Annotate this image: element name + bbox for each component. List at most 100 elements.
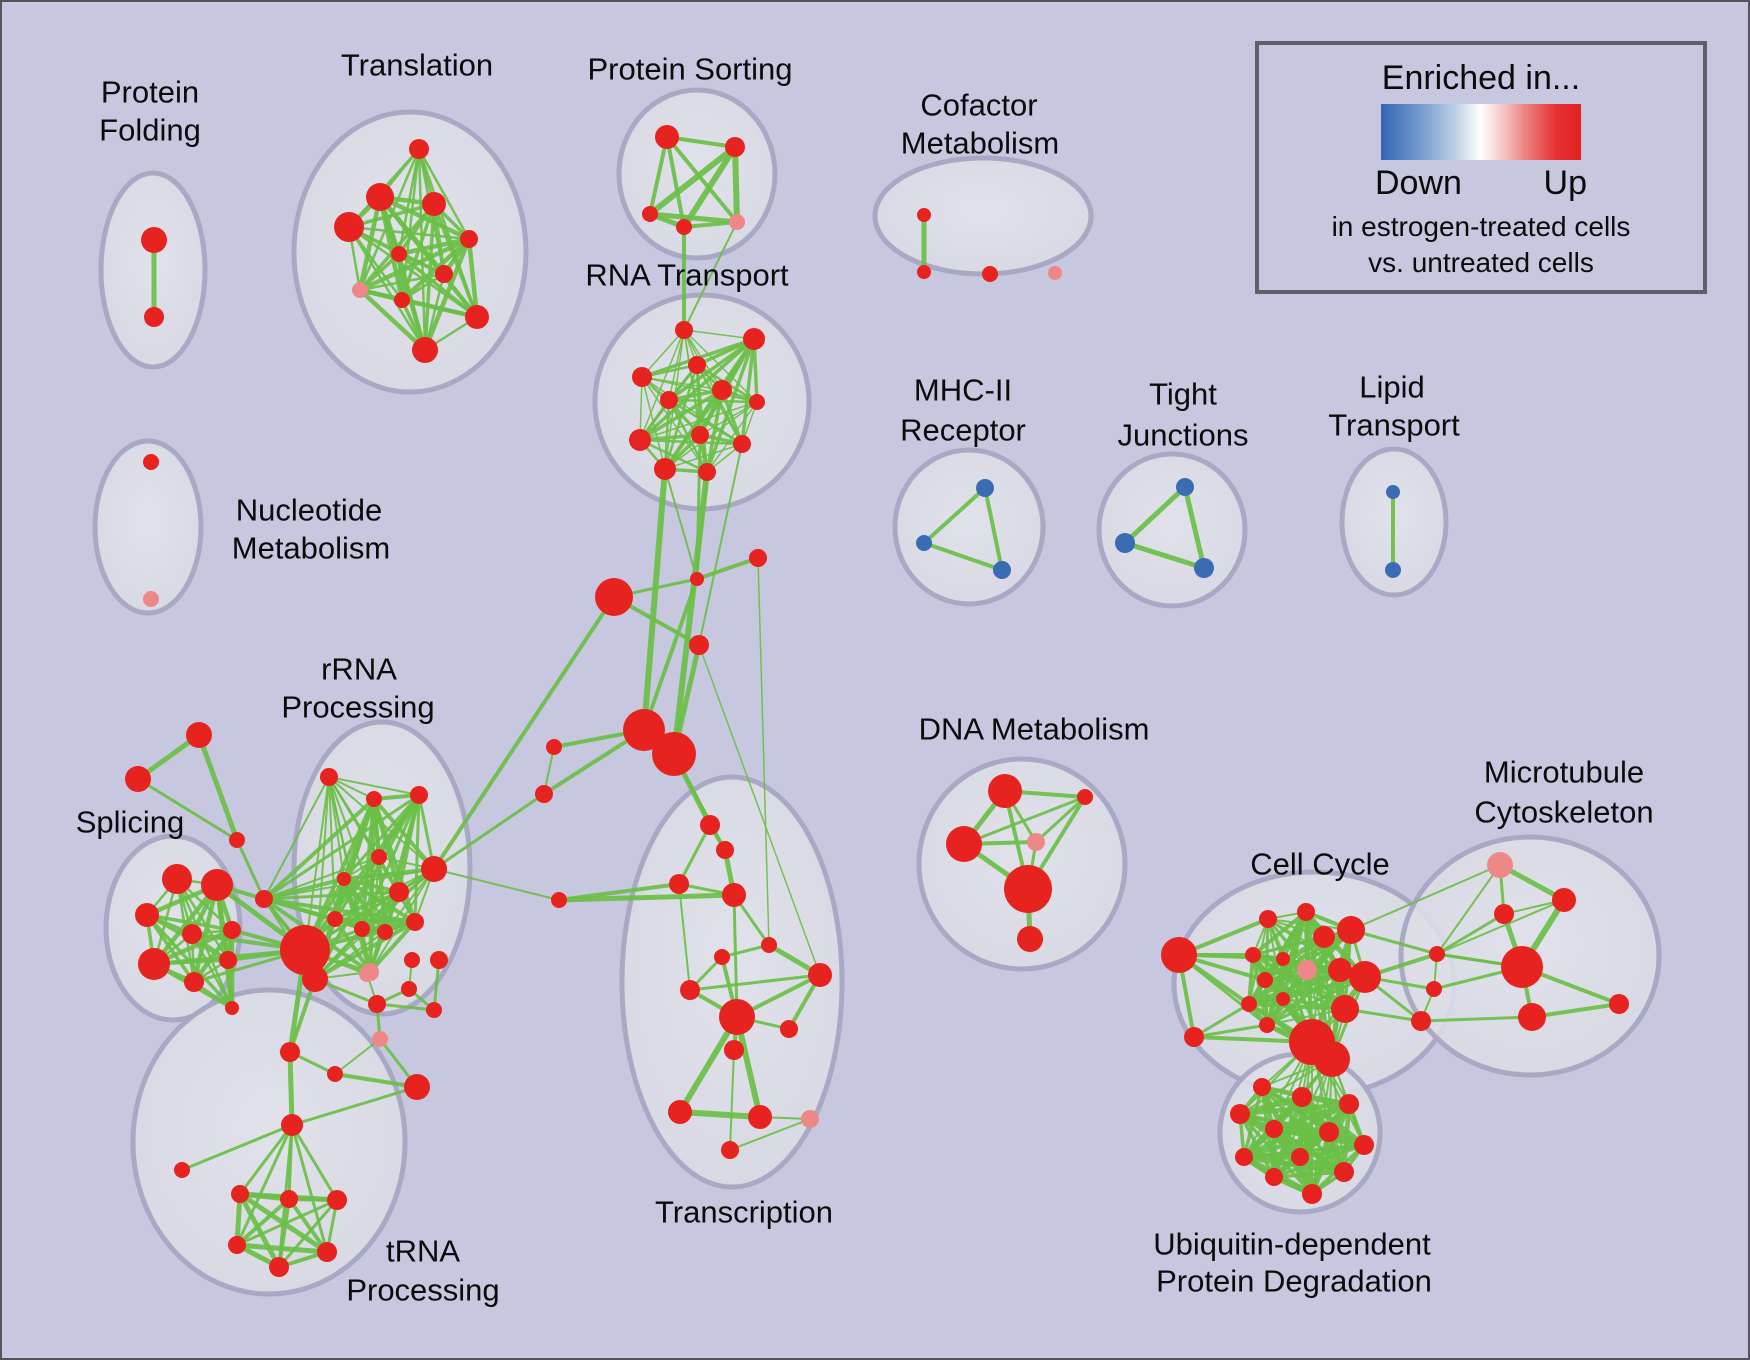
node-cellcycle[interactable] bbox=[1259, 1017, 1275, 1033]
node-ubiquitin[interactable] bbox=[1292, 1087, 1312, 1107]
node-transcription[interactable] bbox=[680, 980, 700, 1000]
node-trna_hex[interactable] bbox=[327, 1190, 347, 1210]
node-protein_sorting[interactable] bbox=[655, 125, 679, 149]
node-cellcycle[interactable] bbox=[1337, 916, 1365, 944]
node-transcription[interactable] bbox=[714, 949, 730, 965]
node-cellcycle[interactable] bbox=[1328, 958, 1352, 982]
node-cellcycle[interactable] bbox=[1314, 1041, 1350, 1077]
node-ubiquitin[interactable] bbox=[1319, 1122, 1339, 1142]
node-splicing[interactable] bbox=[184, 972, 204, 992]
node-trna_hex[interactable] bbox=[231, 1185, 249, 1203]
node-trna_rest[interactable] bbox=[359, 966, 375, 982]
node-ubiquitin[interactable] bbox=[1291, 1148, 1309, 1166]
node-dna[interactable] bbox=[988, 774, 1022, 808]
node-translation[interactable] bbox=[352, 282, 368, 298]
node-connectors[interactable] bbox=[689, 635, 709, 655]
node-transcription[interactable] bbox=[719, 999, 755, 1035]
node-rrna[interactable] bbox=[406, 913, 424, 931]
node-rna_transport[interactable] bbox=[691, 426, 709, 444]
node-translation[interactable] bbox=[391, 246, 407, 262]
node-mhc[interactable] bbox=[993, 561, 1011, 579]
node-ubiquitin[interactable] bbox=[1253, 1078, 1271, 1096]
node-ubiquitin[interactable] bbox=[1334, 1162, 1354, 1182]
node-trna_hex[interactable] bbox=[228, 1236, 246, 1254]
node-cellcycle_left[interactable] bbox=[1184, 1027, 1204, 1047]
node-lipid[interactable] bbox=[1385, 562, 1401, 578]
node-rrna[interactable] bbox=[366, 791, 382, 807]
node-microtubule[interactable] bbox=[1494, 904, 1514, 924]
node-trna_rest[interactable] bbox=[404, 1074, 430, 1100]
node-rna_transport[interactable] bbox=[688, 356, 706, 374]
node-transcription[interactable] bbox=[780, 1020, 798, 1038]
node-nucleotide[interactable] bbox=[143, 591, 159, 607]
node-dna[interactable] bbox=[1027, 833, 1045, 851]
node-cellcycle[interactable] bbox=[1331, 995, 1359, 1023]
node-translation[interactable] bbox=[409, 139, 429, 159]
node-trna_rest[interactable] bbox=[426, 1002, 442, 1018]
node-rrna[interactable] bbox=[280, 925, 330, 975]
node-microtubule[interactable] bbox=[1429, 946, 1445, 962]
node-cellcycle[interactable] bbox=[1259, 910, 1277, 928]
node-cofactor[interactable] bbox=[917, 208, 931, 222]
node-transcription[interactable] bbox=[669, 874, 689, 894]
node-rna_transport[interactable] bbox=[654, 458, 676, 480]
node-lipid[interactable] bbox=[1386, 485, 1400, 499]
node-dna[interactable] bbox=[1077, 789, 1093, 805]
node-tight[interactable] bbox=[1194, 558, 1214, 578]
node-ubiquitin[interactable] bbox=[1265, 1168, 1283, 1186]
node-transcription[interactable] bbox=[724, 1040, 744, 1060]
node-trna_hex[interactable] bbox=[269, 1257, 289, 1277]
node-transcription[interactable] bbox=[808, 963, 832, 987]
node-ubiquitin[interactable] bbox=[1230, 1104, 1250, 1124]
node-microtubule[interactable] bbox=[1426, 981, 1442, 997]
node-splicing[interactable] bbox=[135, 903, 159, 927]
node-rrna[interactable] bbox=[255, 890, 273, 908]
node-translation[interactable] bbox=[334, 212, 364, 242]
node-trna_rest[interactable] bbox=[174, 1162, 190, 1178]
node-rna_transport[interactable] bbox=[675, 321, 693, 339]
node-dna[interactable] bbox=[946, 826, 982, 862]
node-translation[interactable] bbox=[412, 337, 438, 363]
node-cellcycle[interactable] bbox=[1349, 961, 1381, 993]
node-splicing[interactable] bbox=[219, 951, 237, 969]
node-trna_rest[interactable] bbox=[404, 952, 420, 968]
node-rna_transport[interactable] bbox=[743, 328, 765, 350]
node-mhc[interactable] bbox=[916, 535, 932, 551]
node-protein_sorting[interactable] bbox=[725, 137, 745, 157]
node-microtubule[interactable] bbox=[1518, 1003, 1546, 1031]
node-cofactor[interactable] bbox=[1048, 266, 1062, 280]
node-splicing[interactable] bbox=[223, 921, 241, 939]
node-rna_transport[interactable] bbox=[660, 391, 678, 409]
node-trna_rest[interactable] bbox=[401, 981, 417, 997]
node-cellcycle_left[interactable] bbox=[1161, 937, 1197, 973]
node-rna_transport[interactable] bbox=[733, 435, 751, 453]
node-translation[interactable] bbox=[465, 305, 489, 329]
node-connectors[interactable] bbox=[749, 549, 767, 567]
node-tight[interactable] bbox=[1176, 478, 1194, 496]
node-tight[interactable] bbox=[1115, 533, 1135, 553]
node-trna_rest[interactable] bbox=[327, 1066, 343, 1082]
node-connectors[interactable] bbox=[652, 732, 696, 776]
node-transcription[interactable] bbox=[722, 883, 746, 907]
node-cellcycle[interactable] bbox=[1297, 960, 1317, 980]
node-connectors[interactable] bbox=[546, 739, 562, 755]
node-translation[interactable] bbox=[394, 292, 410, 308]
node-ubiquitin[interactable] bbox=[1235, 1148, 1253, 1166]
node-cellcycle[interactable] bbox=[1245, 947, 1261, 963]
node-ubiquitin[interactable] bbox=[1265, 1120, 1283, 1138]
node-rna_transport[interactable] bbox=[712, 380, 732, 400]
node-rna_transport[interactable] bbox=[632, 367, 652, 387]
node-rna_transport[interactable] bbox=[749, 394, 765, 410]
node-triangle[interactable] bbox=[125, 766, 151, 792]
node-splicing[interactable] bbox=[225, 1001, 239, 1015]
node-trna_rest[interactable] bbox=[430, 951, 448, 969]
node-trna_rest[interactable] bbox=[372, 1031, 388, 1047]
node-rna_transport[interactable] bbox=[698, 463, 716, 481]
node-protein_sorting[interactable] bbox=[729, 214, 745, 230]
node-translation[interactable] bbox=[435, 265, 453, 283]
node-nucleotide[interactable] bbox=[143, 454, 159, 470]
node-trna_hex[interactable] bbox=[281, 1114, 303, 1136]
node-rrna[interactable] bbox=[354, 921, 370, 937]
node-transcription[interactable] bbox=[721, 1141, 739, 1159]
node-mhc[interactable] bbox=[976, 479, 994, 497]
